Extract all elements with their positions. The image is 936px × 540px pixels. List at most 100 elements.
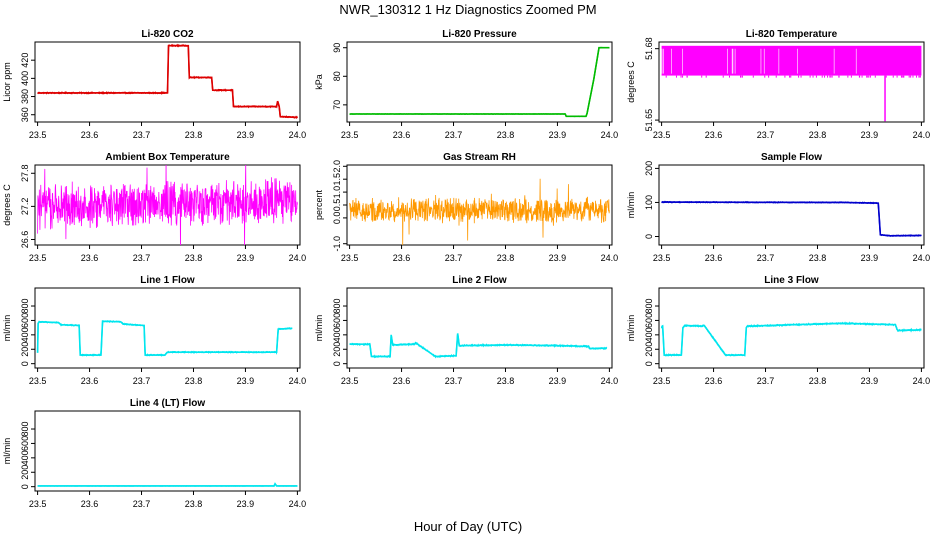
series-noise: [661, 200, 922, 237]
x-tick-label: 23.9: [237, 253, 255, 263]
y-tick-label: 51.65: [644, 109, 654, 132]
x-tick-label: 23.7: [757, 253, 775, 263]
y-tick-label: 27.2: [20, 198, 30, 216]
plot-frame: [658, 41, 925, 123]
y-axis-label: kPa: [314, 74, 324, 90]
y-tick-label: 200: [20, 342, 30, 357]
y-tick-label: 0: [20, 484, 30, 489]
series-noise: [37, 482, 298, 487]
panel-4: Ambient Box Temperature 23.5 23.6 23.7 23.8 2…: [2, 152, 306, 263]
panel-title: Line 2 Flow: [452, 275, 507, 286]
y-tick-label: 70: [332, 100, 342, 110]
x-tick-label: 24.0: [601, 376, 619, 386]
plot-frame: [346, 41, 613, 123]
panel-6: Sample Flow 23.5 23.6 23.7 23.8 23.9 24.0 0 100 2…: [626, 152, 930, 263]
y-tick-label: 800: [644, 299, 654, 314]
panel-title: Li-820 CO2: [141, 29, 194, 40]
x-tick-label: 23.5: [653, 376, 671, 386]
panel-title: Line 1 Flow: [140, 275, 195, 286]
x-tick-label: 23.8: [497, 130, 515, 140]
y-tick-label: 600: [332, 313, 342, 328]
series: [349, 333, 608, 359]
x-tick-label: 24.0: [601, 130, 619, 140]
panel-title: Li-820 Temperature: [746, 29, 838, 40]
y-tick-label: 400: [20, 327, 30, 342]
series-line: [37, 165, 298, 245]
x-tick-label: 24.0: [289, 376, 307, 386]
series: [661, 45, 922, 122]
panel-9: Line 3 Flow 23.5 23.6 23.7 23.8 23.9 24.0 0 2004…: [626, 275, 930, 386]
x-tick-label: 23.8: [809, 253, 827, 263]
series-noise: [37, 43, 299, 119]
panel-grid: Li-820 CO2 23.5 23.6 23.7 23.8 23.9 24.0 360 380…: [2, 29, 930, 509]
series: [37, 482, 298, 487]
x-tick-label: 23.6: [393, 253, 411, 263]
series-noise: [349, 334, 608, 359]
x-tick-label: 23.9: [237, 376, 255, 386]
y-tick-label: 51.68: [644, 37, 654, 60]
plot-frame: [658, 287, 925, 369]
x-tick-label: 24.0: [913, 130, 931, 140]
y-tick-label: 0.5: [332, 199, 342, 212]
panel-title: Ambient Box Temperature: [105, 152, 230, 163]
series-line: [36, 320, 293, 356]
y-tick-label: 1.0: [332, 186, 342, 199]
series: [37, 165, 298, 245]
y-tick-label: 26.6: [20, 231, 30, 249]
y-tick-label: 600: [20, 436, 30, 451]
series-noise: [36, 319, 293, 357]
figure-title: NWR_130312 1 Hz Diagnostics Zoomed PM: [339, 2, 596, 17]
y-tick-label: 800: [332, 299, 342, 314]
y-tick-label: 600: [20, 313, 30, 328]
series-line: [349, 178, 610, 245]
y-tick-label: 400: [332, 327, 342, 342]
plot-frame: [34, 410, 301, 492]
panel-10: Line 4 (LT) Flow 23.5 23.6 23.7 23.8 23.9 24.0…: [2, 398, 306, 509]
panel-1: Li-820 CO2 23.5 23.6 23.7 23.8 23.9 24.0 360 380…: [2, 29, 306, 140]
x-tick-label: 23.5: [653, 130, 671, 140]
y-tick-label: 400: [20, 450, 30, 465]
y-tick-label: 400: [20, 71, 30, 86]
x-tick-label: 23.8: [185, 376, 203, 386]
x-tick-label: 23.5: [29, 499, 47, 509]
y-axis-label: ml/min: [626, 315, 636, 342]
x-tick-label: 23.7: [445, 253, 463, 263]
x-tick-label: 23.6: [81, 499, 99, 509]
y-axis-label: degrees C: [2, 184, 12, 226]
plot-frame: [34, 287, 301, 369]
x-tick-label: 23.6: [81, 253, 99, 263]
series: [349, 178, 610, 245]
x-tick-label: 23.8: [809, 376, 827, 386]
x-tick-label: 24.0: [289, 130, 307, 140]
y-tick-label: 0.0: [332, 212, 342, 225]
x-tick-label: 23.9: [861, 130, 879, 140]
y-tick-label: 0: [644, 361, 654, 366]
x-tick-label: 23.8: [497, 376, 515, 386]
x-tick-label: 24.0: [289, 499, 307, 509]
x-tick-label: 23.5: [653, 253, 671, 263]
panel-title: Line 4 (LT) Flow: [130, 398, 206, 409]
x-tick-label: 23.7: [757, 376, 775, 386]
y-tick-label: 0: [644, 234, 654, 239]
y-axis-label: degrees C: [626, 61, 636, 103]
series: [37, 43, 299, 119]
series-line: [661, 201, 922, 237]
y-tick-label: 27.8: [20, 165, 30, 183]
y-axis-label: Licor ppm: [2, 62, 12, 102]
plot-frame: [346, 287, 613, 369]
x-tick-label: 23.6: [393, 376, 411, 386]
x-tick-label: 23.7: [133, 376, 151, 386]
x-tick-label: 23.6: [705, 376, 723, 386]
panel-title: Gas Stream RH: [443, 152, 516, 163]
x-tick-label: 23.9: [549, 130, 567, 140]
x-tick-label: 23.6: [705, 130, 723, 140]
x-tick-label: 23.9: [549, 253, 567, 263]
x-tick-label: 24.0: [913, 376, 931, 386]
y-tick-label: -1.0: [332, 236, 342, 252]
x-tick-label: 23.9: [237, 130, 255, 140]
y-tick-label: 800: [20, 299, 30, 314]
panel-title: Li-820 Pressure: [442, 29, 517, 40]
panel-5: Gas Stream RH 23.5 23.6 23.7 23.8 23.9 24.0 -1.…: [314, 152, 618, 263]
x-tick-label: 23.7: [133, 253, 151, 263]
